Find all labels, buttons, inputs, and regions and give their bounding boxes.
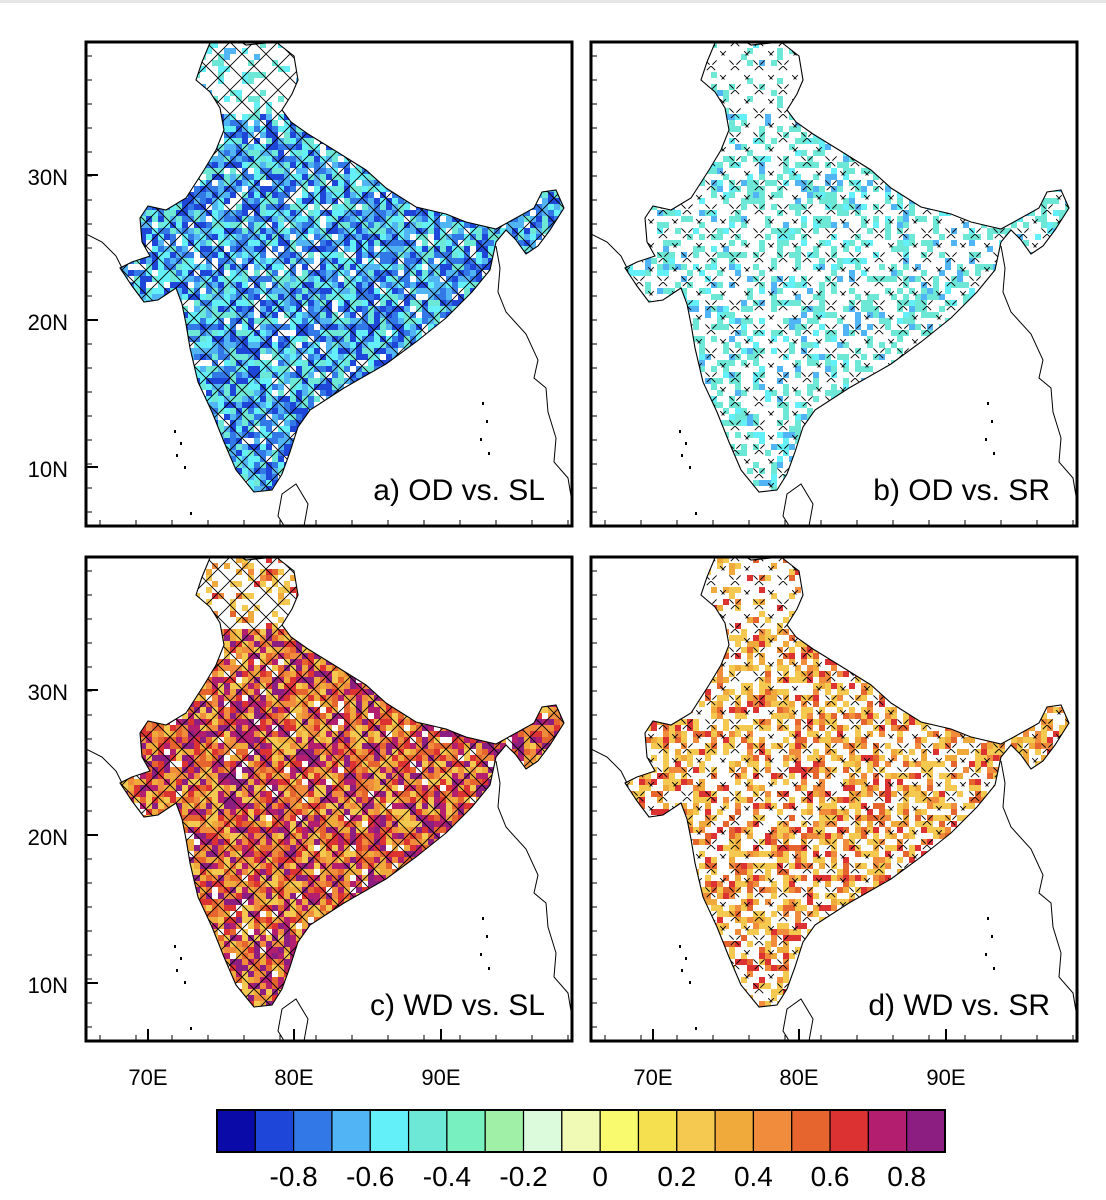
- colorbar-swatch: [254, 1109, 295, 1153]
- myanmar-coast: [495, 760, 572, 1018]
- panel-label: a) OD vs. SL: [373, 474, 545, 507]
- map-panel-4: d) WD vs. SR: [589, 555, 1079, 1043]
- colorbar-swatch: [293, 1109, 333, 1153]
- island: [681, 454, 683, 457]
- lon-tick-label: 70E: [633, 1065, 672, 1090]
- lat-tick-label: 30N: [28, 165, 68, 190]
- island: [180, 442, 182, 445]
- island: [488, 452, 490, 455]
- colorbar-tick-label: 0.4: [734, 1161, 773, 1192]
- island: [993, 967, 995, 970]
- pakistan-coast: [591, 748, 628, 784]
- colorbar-swatch: [484, 1109, 525, 1153]
- island: [991, 420, 993, 423]
- panel-frame: [589, 555, 1079, 1043]
- island: [681, 969, 683, 972]
- colorbar-swatch: [407, 1109, 448, 1153]
- colorbar: -0.8 -0.6 -0.4 -0.2 0 0.2 0.4 0.6 0.8: [216, 1109, 946, 1192]
- panel-label: c) WD vs. SL: [370, 989, 545, 1022]
- colorbar-tick-label: -0.6: [346, 1161, 394, 1192]
- lat-tick-label: 30N: [28, 680, 68, 705]
- island: [482, 917, 484, 920]
- colorbar-swatch: [714, 1109, 755, 1153]
- colorbar-swatch: [599, 1109, 640, 1153]
- colorbar-tick-label: 0.2: [657, 1161, 696, 1192]
- lon-tick-label: 80E: [274, 1065, 313, 1090]
- pakistan-coast: [86, 748, 123, 784]
- panel-label: b) OD vs. SR: [873, 474, 1050, 507]
- colorbar-swatch: [446, 1109, 486, 1153]
- panel-label: d) WD vs. SR: [868, 989, 1050, 1022]
- island: [480, 953, 482, 956]
- lat-tick-label: 10N: [28, 457, 68, 482]
- colorbar-swatch: [216, 1109, 256, 1153]
- colorbar-tick-label: 0.8: [887, 1161, 926, 1192]
- map-panel-2: b) OD vs. SR: [589, 40, 1079, 528]
- island: [679, 945, 681, 948]
- panel-frame: [589, 40, 1079, 528]
- island: [174, 945, 176, 948]
- island: [993, 452, 995, 455]
- colorbar-swatch: [906, 1109, 946, 1153]
- island: [689, 981, 691, 984]
- panel-frame: [84, 40, 574, 528]
- map-panel-1: a) OD vs. SL: [84, 40, 574, 528]
- island: [685, 957, 687, 960]
- island: [695, 512, 697, 515]
- island: [488, 967, 490, 970]
- lon-tick-label: 70E: [128, 1065, 167, 1090]
- colorbar-tick-label: 0: [592, 1161, 608, 1192]
- colorbar-swatch: [867, 1109, 908, 1153]
- island: [985, 953, 987, 956]
- colorbar-swatch: [752, 1109, 793, 1153]
- colorbar-tick-label: 0.6: [811, 1161, 850, 1192]
- lat-tick-label: 20N: [28, 825, 68, 850]
- colorbar-swatch: [637, 1109, 678, 1153]
- island: [190, 1027, 192, 1030]
- colorbar-tick-label: -0.8: [270, 1161, 318, 1192]
- colorbar-swatch: [676, 1109, 716, 1153]
- myanmar-coast: [495, 245, 572, 503]
- lon-tick-label: 90E: [421, 1065, 460, 1090]
- colorbar-swatch: [829, 1109, 869, 1153]
- island: [486, 420, 488, 423]
- pakistan-coast: [591, 233, 628, 269]
- island: [987, 917, 989, 920]
- island: [689, 466, 691, 469]
- island: [176, 969, 178, 972]
- island: [679, 430, 681, 433]
- top-divider: [0, 0, 1106, 3]
- lat-tick-label: 10N: [28, 973, 68, 998]
- island: [184, 466, 186, 469]
- colorbar-swatch: [522, 1109, 563, 1153]
- myanmar-coast: [1000, 760, 1077, 1018]
- lon-tick-label: 80E: [779, 1065, 818, 1090]
- island: [190, 512, 192, 515]
- colorbar-swatch: [791, 1109, 831, 1153]
- panel-frame: [84, 555, 574, 1043]
- island: [480, 438, 482, 441]
- lat-tick-label: 20N: [28, 310, 68, 335]
- island: [184, 981, 186, 984]
- island: [176, 454, 178, 457]
- colorbar-swatch: [561, 1109, 601, 1153]
- island: [685, 442, 687, 445]
- colorbar-swatch: [369, 1109, 410, 1153]
- map-panel-3: c) WD vs. SL: [84, 555, 574, 1043]
- island: [180, 957, 182, 960]
- colorbar-tick-label: -0.2: [499, 1161, 547, 1192]
- colorbar-swatch: [331, 1109, 371, 1153]
- myanmar-coast: [1000, 245, 1077, 503]
- island: [174, 430, 176, 433]
- island: [987, 402, 989, 405]
- island: [991, 935, 993, 938]
- island: [482, 402, 484, 405]
- pakistan-coast: [86, 233, 123, 269]
- island: [985, 438, 987, 441]
- colorbar-tick-label: -0.4: [423, 1161, 471, 1192]
- island: [486, 935, 488, 938]
- island: [695, 1027, 697, 1030]
- lon-tick-label: 90E: [926, 1065, 965, 1090]
